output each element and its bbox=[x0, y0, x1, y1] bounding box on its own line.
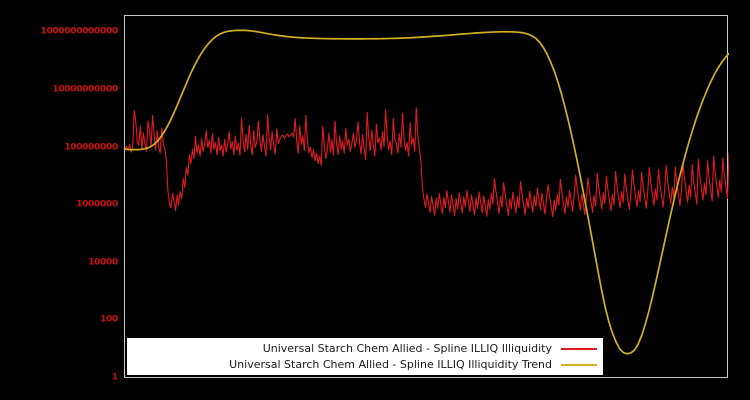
legend-label-illiquidity-trend: Universal Starch Chem Allied - Spline IL… bbox=[229, 357, 552, 371]
plot-area bbox=[124, 15, 729, 378]
y-tick-label-5: 100 bbox=[100, 314, 118, 325]
y-tick-label-1: 10000000000 bbox=[52, 84, 118, 95]
y-tick-label-6: 1 bbox=[112, 372, 118, 383]
chart-legend: Universal Starch Chem Allied - Spline IL… bbox=[127, 338, 603, 375]
legend-swatch-illiquidity-trend bbox=[561, 363, 597, 366]
y-tick-label-3: 1000000 bbox=[76, 199, 118, 210]
plot-series-svg bbox=[125, 29, 729, 355]
y-tick-label-0: 1000000000000 bbox=[40, 26, 118, 37]
series-illiquidity-line bbox=[125, 107, 729, 218]
series-illiquidity-trend-line bbox=[125, 29, 729, 355]
legend-entry-illiquidity[interactable]: Universal Starch Chem Allied - Spline IL… bbox=[127, 341, 603, 357]
y-tick-label-4: 10000 bbox=[88, 257, 118, 268]
legend-swatch-illiquidity bbox=[561, 347, 597, 350]
y-tick-label-2: 100000000 bbox=[64, 142, 118, 153]
y-axis-tick-labels: 1000000000000 10000000000 100000000 1000000… bbox=[0, 0, 120, 400]
legend-entry-illiquidity-trend[interactable]: Universal Starch Chem Allied - Spline IL… bbox=[127, 357, 603, 373]
legend-label-illiquidity: Universal Starch Chem Allied - Spline IL… bbox=[262, 341, 552, 355]
